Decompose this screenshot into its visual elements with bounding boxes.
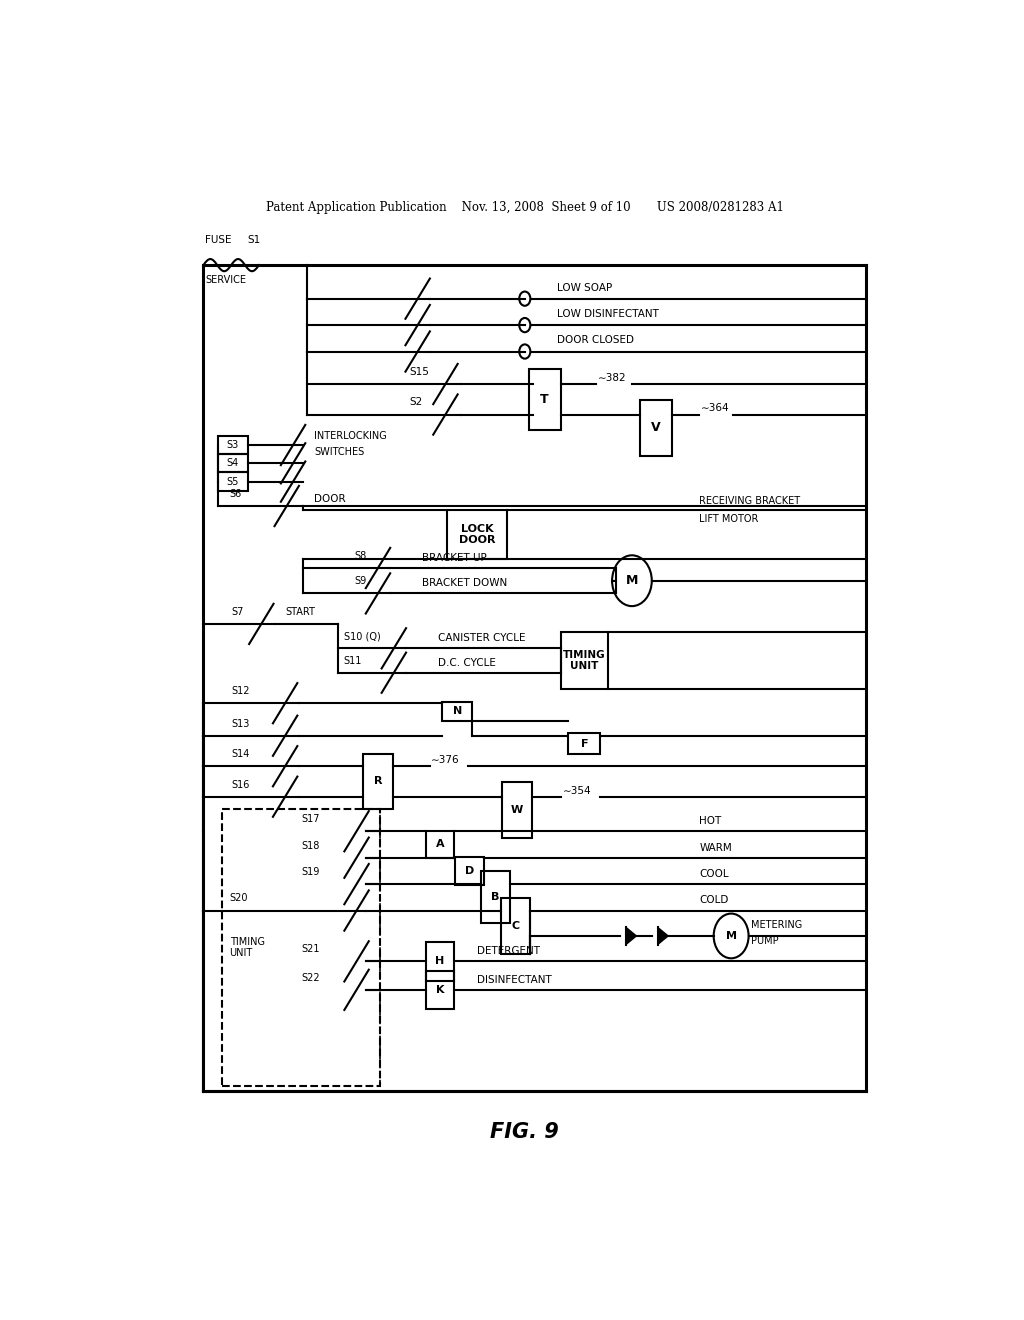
Text: ∼364: ∼364 <box>701 404 730 413</box>
Text: ∼382: ∼382 <box>598 374 627 383</box>
Bar <box>560 632 608 689</box>
Text: ∼376: ∼376 <box>431 755 460 766</box>
Text: S9: S9 <box>354 577 367 586</box>
Text: DOOR CLOSED: DOOR CLOSED <box>557 335 634 346</box>
Text: M: M <box>626 574 638 587</box>
Text: S12: S12 <box>231 686 250 696</box>
Text: M: M <box>726 931 736 941</box>
Text: S11: S11 <box>344 656 362 665</box>
Text: LOW SOAP: LOW SOAP <box>557 282 611 293</box>
Text: S8: S8 <box>354 550 367 561</box>
Text: COLD: COLD <box>699 895 729 906</box>
Bar <box>481 871 510 923</box>
Text: S3: S3 <box>226 440 239 450</box>
Text: S2: S2 <box>410 397 423 408</box>
Text: D.C. CYCLE: D.C. CYCLE <box>437 657 496 668</box>
Text: S7: S7 <box>231 607 244 616</box>
Text: WARM: WARM <box>699 842 732 853</box>
Bar <box>426 970 455 1008</box>
Text: DETERGENT: DETERGENT <box>477 946 541 956</box>
Text: S14: S14 <box>231 748 250 759</box>
Bar <box>218 436 248 454</box>
Bar <box>426 830 455 858</box>
Text: TIMING
UNIT: TIMING UNIT <box>563 649 605 672</box>
Text: T: T <box>541 393 549 405</box>
Bar <box>426 942 455 981</box>
Text: B: B <box>492 892 500 903</box>
Bar <box>362 754 393 809</box>
Text: S6: S6 <box>229 488 242 499</box>
Text: S16: S16 <box>231 780 250 789</box>
Text: DISINFECTANT: DISINFECTANT <box>477 974 552 985</box>
Text: C: C <box>511 921 519 931</box>
Text: RECEIVING BRACKET: RECEIVING BRACKET <box>699 496 801 506</box>
Bar <box>501 898 529 954</box>
Text: Patent Application Publication    Nov. 13, 2008  Sheet 9 of 10       US 2008/028: Patent Application Publication Nov. 13, … <box>266 201 783 214</box>
Text: V: V <box>651 421 660 434</box>
Text: METERING: METERING <box>751 920 802 929</box>
Text: DOOR: DOOR <box>314 494 346 504</box>
Text: COOL: COOL <box>699 869 729 879</box>
Text: LIFT MOTOR: LIFT MOTOR <box>699 515 759 524</box>
Bar <box>640 400 672 455</box>
Text: BRACKET UP: BRACKET UP <box>422 553 486 562</box>
Text: S1: S1 <box>247 235 260 244</box>
Bar <box>528 368 560 430</box>
Text: ∼354: ∼354 <box>563 785 592 796</box>
Text: S20: S20 <box>229 894 248 903</box>
Text: FUSE: FUSE <box>205 235 231 244</box>
Text: K: K <box>435 985 444 995</box>
Text: HOT: HOT <box>699 816 722 826</box>
Text: S21: S21 <box>301 944 319 954</box>
Text: W: W <box>511 805 523 814</box>
Text: S18: S18 <box>301 841 319 850</box>
Text: R: R <box>374 776 382 787</box>
Text: LOW DISINFECTANT: LOW DISINFECTANT <box>557 309 658 319</box>
Text: S4: S4 <box>226 458 239 469</box>
Bar <box>568 734 600 755</box>
Bar <box>502 781 531 838</box>
Text: N: N <box>453 706 462 717</box>
Bar <box>447 510 507 558</box>
Text: D: D <box>465 866 474 876</box>
Text: F: F <box>581 739 588 748</box>
Bar <box>442 701 472 721</box>
Bar <box>218 473 248 491</box>
Text: A: A <box>435 840 444 850</box>
Text: S22: S22 <box>301 973 319 982</box>
Text: CANISTER CYCLE: CANISTER CYCLE <box>437 634 525 643</box>
Text: S5: S5 <box>226 477 239 487</box>
Bar <box>221 809 380 1086</box>
Text: BRACKET DOWN: BRACKET DOWN <box>422 578 507 589</box>
Polygon shape <box>627 928 636 944</box>
Text: FIG. 9: FIG. 9 <box>490 1122 559 1142</box>
Text: S15: S15 <box>410 367 430 378</box>
Text: TIMING
UNIT: TIMING UNIT <box>229 937 264 958</box>
Text: S19: S19 <box>301 867 319 876</box>
Text: SERVICE: SERVICE <box>205 276 246 285</box>
Text: LOCK
DOOR: LOCK DOOR <box>459 524 496 545</box>
Bar <box>218 454 248 473</box>
Text: INTERLOCKING: INTERLOCKING <box>314 430 387 441</box>
Text: SWITCHES: SWITCHES <box>314 447 365 457</box>
Bar <box>455 857 483 884</box>
Text: S13: S13 <box>231 718 250 729</box>
Text: START: START <box>285 607 315 616</box>
Text: S10 (Q): S10 (Q) <box>344 631 381 642</box>
Text: S17: S17 <box>301 814 319 824</box>
Polygon shape <box>658 928 668 944</box>
Text: PUMP: PUMP <box>751 936 778 946</box>
Text: H: H <box>435 957 444 966</box>
